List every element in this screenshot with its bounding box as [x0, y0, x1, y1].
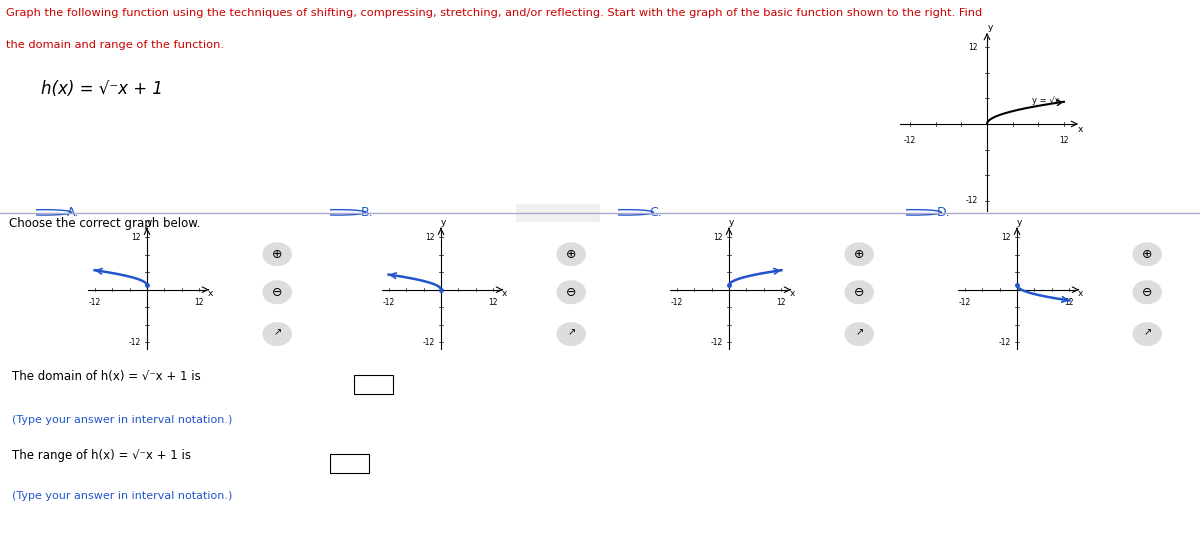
Text: x: x [790, 289, 796, 298]
Circle shape [263, 323, 292, 345]
Text: -12: -12 [89, 298, 101, 307]
Circle shape [263, 243, 292, 266]
Text: -12: -12 [671, 298, 683, 307]
Text: y: y [1016, 218, 1022, 227]
Text: ↗: ↗ [274, 328, 281, 338]
Text: ⊕: ⊕ [1142, 248, 1152, 261]
Text: Choose the correct graph below.: Choose the correct graph below. [10, 217, 200, 230]
Circle shape [557, 281, 586, 303]
Text: 12: 12 [1060, 135, 1069, 144]
Text: -12: -12 [128, 337, 140, 347]
Text: ↗: ↗ [856, 328, 863, 338]
Text: D.: D. [937, 206, 950, 219]
Text: B.: B. [361, 206, 373, 219]
Text: y: y [146, 218, 152, 227]
Text: A.: A. [67, 206, 79, 219]
Text: 12: 12 [776, 298, 786, 307]
Text: the domain and range of the function.: the domain and range of the function. [6, 39, 224, 50]
Text: ⊕: ⊕ [272, 248, 282, 261]
Text: The range of h(x) = √⁻x + 1 is: The range of h(x) = √⁻x + 1 is [12, 450, 191, 462]
Text: x: x [1078, 289, 1084, 298]
Text: ↗: ↗ [568, 328, 575, 338]
Text: ⊖: ⊖ [854, 286, 864, 299]
Text: Graph the following function using the techniques of shifting, compressing, stre: Graph the following function using the t… [6, 8, 983, 18]
Text: x: x [1078, 125, 1082, 134]
Circle shape [845, 281, 874, 303]
Text: ↗: ↗ [1144, 328, 1151, 338]
Circle shape [1133, 243, 1162, 266]
Text: 12: 12 [1001, 233, 1010, 242]
FancyBboxPatch shape [330, 454, 370, 473]
Text: -12: -12 [422, 337, 434, 347]
Text: ⊕: ⊕ [854, 248, 864, 261]
Text: (Type your answer in interval notation.): (Type your answer in interval notation.) [12, 415, 233, 425]
Text: h(x) = √⁻x + 1: h(x) = √⁻x + 1 [41, 80, 163, 98]
Text: -12: -12 [383, 298, 395, 307]
Text: 12: 12 [968, 43, 977, 52]
Circle shape [845, 243, 874, 266]
Circle shape [1133, 323, 1162, 345]
Text: ⊖: ⊖ [566, 286, 576, 299]
Circle shape [1133, 281, 1162, 303]
Text: 12: 12 [713, 233, 722, 242]
Text: C.: C. [649, 206, 662, 219]
Circle shape [557, 323, 586, 345]
Circle shape [557, 243, 586, 266]
Text: y: y [728, 218, 734, 227]
Text: ...: ... [552, 208, 564, 218]
Text: -12: -12 [965, 196, 977, 205]
Text: x: x [502, 289, 508, 298]
Text: ⊕: ⊕ [566, 248, 576, 261]
FancyBboxPatch shape [514, 203, 602, 223]
Text: x: x [208, 289, 214, 298]
Text: -12: -12 [959, 298, 971, 307]
Text: ⊖: ⊖ [272, 286, 282, 299]
Text: 12: 12 [131, 233, 140, 242]
Text: 12: 12 [488, 298, 498, 307]
Text: The domain of h(x) = √⁻x + 1 is: The domain of h(x) = √⁻x + 1 is [12, 370, 200, 383]
Text: 12: 12 [194, 298, 204, 307]
Circle shape [263, 281, 292, 303]
Text: y: y [988, 23, 992, 32]
Text: (Type your answer in interval notation.): (Type your answer in interval notation.) [12, 490, 233, 501]
Text: -12: -12 [710, 337, 722, 347]
FancyBboxPatch shape [354, 375, 394, 394]
Circle shape [845, 323, 874, 345]
Text: ⊖: ⊖ [1142, 286, 1152, 299]
Text: y = √x: y = √x [1032, 96, 1060, 106]
Text: -12: -12 [904, 135, 916, 144]
Text: 12: 12 [1064, 298, 1074, 307]
Text: 12: 12 [425, 233, 434, 242]
Text: -12: -12 [998, 337, 1010, 347]
Text: y: y [440, 218, 446, 227]
